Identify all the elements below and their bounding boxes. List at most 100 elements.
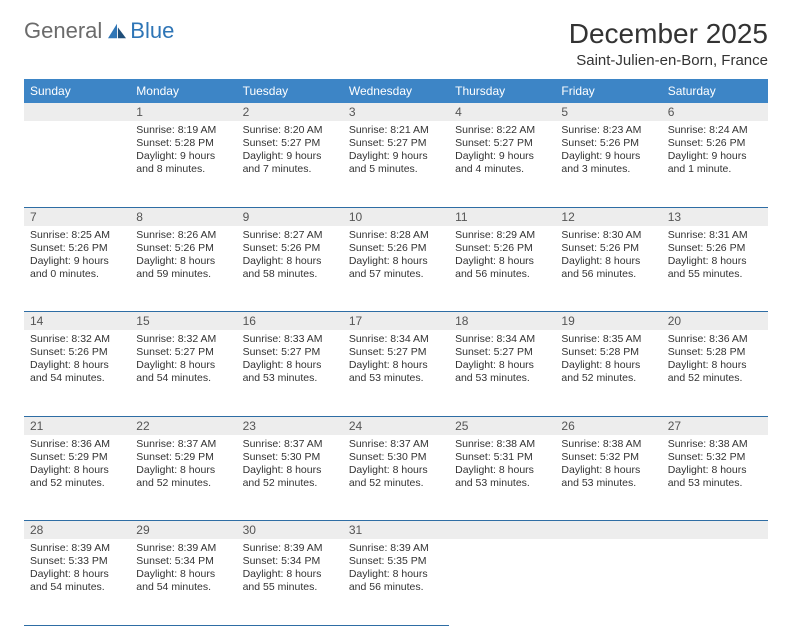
- daynum-cell: 22: [130, 416, 236, 435]
- daylight-text-1: Daylight: 9 hours: [455, 150, 549, 163]
- daylight-text-2: and 53 minutes.: [455, 477, 549, 490]
- daylight-text-1: Daylight: 8 hours: [30, 568, 124, 581]
- day-cell: Sunrise: 8:34 AMSunset: 5:27 PMDaylight:…: [343, 330, 449, 416]
- daynum-cell: 10: [343, 207, 449, 226]
- daylight-text-1: Daylight: 8 hours: [30, 359, 124, 372]
- daynum-row: 28293031: [24, 521, 768, 540]
- daylight-text-1: Daylight: 8 hours: [561, 255, 655, 268]
- daylight-text-2: and 59 minutes.: [136, 268, 230, 281]
- weekday-header: Friday: [555, 79, 661, 103]
- daylight-text-1: Daylight: 9 hours: [30, 255, 124, 268]
- day-details: Sunrise: 8:34 AMSunset: 5:27 PMDaylight:…: [449, 330, 555, 392]
- daylight-text-2: and 53 minutes.: [349, 372, 443, 385]
- day-details: Sunrise: 8:29 AMSunset: 5:26 PMDaylight:…: [449, 226, 555, 288]
- weekday-header: Saturday: [662, 79, 768, 103]
- day-number: 20: [662, 312, 768, 330]
- daynum-cell: 25: [449, 416, 555, 435]
- sunset-text: Sunset: 5:27 PM: [349, 137, 443, 150]
- daylight-text-2: and 53 minutes.: [561, 477, 655, 490]
- daylight-text-2: and 53 minutes.: [455, 372, 549, 385]
- day-cell: Sunrise: 8:38 AMSunset: 5:31 PMDaylight:…: [449, 435, 555, 521]
- sunrise-text: Sunrise: 8:24 AM: [668, 124, 762, 137]
- day-cell: Sunrise: 8:39 AMSunset: 5:35 PMDaylight:…: [343, 539, 449, 625]
- sunset-text: Sunset: 5:26 PM: [349, 242, 443, 255]
- daynum-cell: 14: [24, 312, 130, 331]
- day-number: 30: [237, 521, 343, 539]
- month-title: December 2025: [569, 18, 768, 50]
- title-block: December 2025 Saint-Julien-en-Born, Fran…: [569, 18, 768, 69]
- day-details: Sunrise: 8:39 AMSunset: 5:34 PMDaylight:…: [237, 539, 343, 601]
- day-cell: Sunrise: 8:29 AMSunset: 5:26 PMDaylight:…: [449, 226, 555, 312]
- weekday-header: Monday: [130, 79, 236, 103]
- sunset-text: Sunset: 5:26 PM: [561, 137, 655, 150]
- empty-daynum: [555, 521, 661, 539]
- daynum-cell: 24: [343, 416, 449, 435]
- day-number: 11: [449, 208, 555, 226]
- day-details: Sunrise: 8:39 AMSunset: 5:33 PMDaylight:…: [24, 539, 130, 601]
- day-number: 28: [24, 521, 130, 539]
- daylight-text-2: and 55 minutes.: [668, 268, 762, 281]
- daynum-cell: 5: [555, 103, 661, 121]
- daylight-text-1: Daylight: 8 hours: [243, 568, 337, 581]
- day-number: 25: [449, 417, 555, 435]
- daylight-text-2: and 58 minutes.: [243, 268, 337, 281]
- sunset-text: Sunset: 5:30 PM: [243, 451, 337, 464]
- calendar-table: Sunday Monday Tuesday Wednesday Thursday…: [24, 79, 768, 626]
- sunrise-text: Sunrise: 8:37 AM: [136, 438, 230, 451]
- day-details: Sunrise: 8:36 AMSunset: 5:29 PMDaylight:…: [24, 435, 130, 497]
- day-number: 24: [343, 417, 449, 435]
- day-number: 31: [343, 521, 449, 539]
- daylight-text-1: Daylight: 9 hours: [136, 150, 230, 163]
- weekday-header: Wednesday: [343, 79, 449, 103]
- day-number: 29: [130, 521, 236, 539]
- daylight-text-2: and 52 minutes.: [136, 477, 230, 490]
- day-details: Sunrise: 8:34 AMSunset: 5:27 PMDaylight:…: [343, 330, 449, 392]
- daynum-cell: 8: [130, 207, 236, 226]
- daylight-text-1: Daylight: 8 hours: [349, 568, 443, 581]
- day-details: Sunrise: 8:30 AMSunset: 5:26 PMDaylight:…: [555, 226, 661, 288]
- daynum-cell: [555, 521, 661, 540]
- day-cell: Sunrise: 8:27 AMSunset: 5:26 PMDaylight:…: [237, 226, 343, 312]
- day-details: Sunrise: 8:37 AMSunset: 5:30 PMDaylight:…: [237, 435, 343, 497]
- sunrise-text: Sunrise: 8:38 AM: [455, 438, 549, 451]
- day-number: 22: [130, 417, 236, 435]
- daylight-text-1: Daylight: 8 hours: [243, 464, 337, 477]
- brand-text-2: Blue: [130, 18, 174, 44]
- header: General Blue December 2025 Saint-Julien-…: [24, 18, 768, 69]
- day-cell: Sunrise: 8:36 AMSunset: 5:28 PMDaylight:…: [662, 330, 768, 416]
- day-cell: Sunrise: 8:34 AMSunset: 5:27 PMDaylight:…: [449, 330, 555, 416]
- daynum-cell: [662, 521, 768, 540]
- daylight-text-2: and 56 minutes.: [349, 581, 443, 594]
- sunrise-text: Sunrise: 8:39 AM: [136, 542, 230, 555]
- daynum-row: 14151617181920: [24, 312, 768, 331]
- sunrise-text: Sunrise: 8:22 AM: [455, 124, 549, 137]
- sunrise-text: Sunrise: 8:37 AM: [243, 438, 337, 451]
- day-details: Sunrise: 8:20 AMSunset: 5:27 PMDaylight:…: [237, 121, 343, 183]
- weekday-header-row: Sunday Monday Tuesday Wednesday Thursday…: [24, 79, 768, 103]
- day-cell: Sunrise: 8:20 AMSunset: 5:27 PMDaylight:…: [237, 121, 343, 207]
- week-row: Sunrise: 8:19 AMSunset: 5:28 PMDaylight:…: [24, 121, 768, 207]
- daylight-text-2: and 5 minutes.: [349, 163, 443, 176]
- sunrise-text: Sunrise: 8:38 AM: [561, 438, 655, 451]
- day-cell: Sunrise: 8:38 AMSunset: 5:32 PMDaylight:…: [555, 435, 661, 521]
- daylight-text-1: Daylight: 8 hours: [243, 359, 337, 372]
- sunset-text: Sunset: 5:27 PM: [455, 346, 549, 359]
- day-details: Sunrise: 8:38 AMSunset: 5:31 PMDaylight:…: [449, 435, 555, 497]
- day-number: 19: [555, 312, 661, 330]
- daylight-text-1: Daylight: 9 hours: [668, 150, 762, 163]
- daylight-text-2: and 54 minutes.: [30, 372, 124, 385]
- sunset-text: Sunset: 5:26 PM: [136, 242, 230, 255]
- day-cell: Sunrise: 8:30 AMSunset: 5:26 PMDaylight:…: [555, 226, 661, 312]
- day-cell: Sunrise: 8:37 AMSunset: 5:30 PMDaylight:…: [237, 435, 343, 521]
- day-number: 17: [343, 312, 449, 330]
- sunset-text: Sunset: 5:27 PM: [455, 137, 549, 150]
- daynum-cell: 20: [662, 312, 768, 331]
- day-details: Sunrise: 8:25 AMSunset: 5:26 PMDaylight:…: [24, 226, 130, 288]
- day-number: 9: [237, 208, 343, 226]
- daynum-cell: 4: [449, 103, 555, 121]
- day-cell: Sunrise: 8:39 AMSunset: 5:34 PMDaylight:…: [130, 539, 236, 625]
- day-details: Sunrise: 8:28 AMSunset: 5:26 PMDaylight:…: [343, 226, 449, 288]
- sunrise-text: Sunrise: 8:39 AM: [349, 542, 443, 555]
- daylight-text-2: and 52 minutes.: [243, 477, 337, 490]
- daylight-text-1: Daylight: 8 hours: [455, 464, 549, 477]
